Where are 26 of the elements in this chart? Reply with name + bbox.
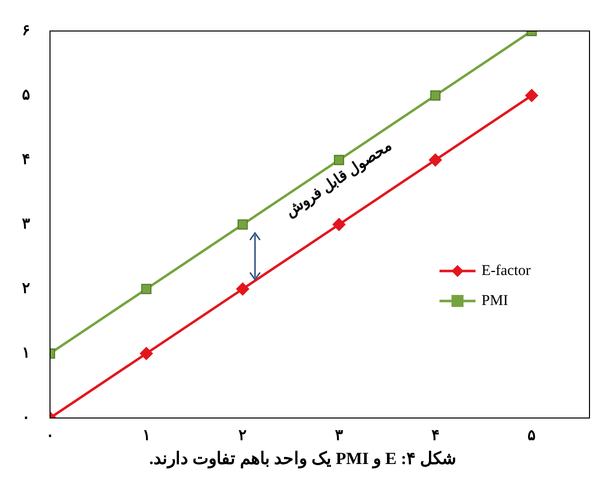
point: [141, 284, 152, 294]
point: [428, 154, 442, 166]
y-tick-label: ۱: [22, 345, 30, 362]
x-tick-label: ۱: [142, 428, 150, 444]
point: [140, 347, 153, 360]
legend-label: E-factor: [482, 262, 531, 279]
legend-label: PMI: [482, 292, 508, 309]
y-tick-label: ۴: [22, 152, 30, 168]
text: شکل ۴: E و PMI یک واحد باهم تفاوت دارند.: [148, 448, 457, 469]
point: [238, 219, 248, 230]
y-tick-label: ۰: [22, 410, 30, 426]
annotation: محصول قابل فروش: [282, 138, 396, 221]
y-tick-label: ۶: [22, 22, 30, 39]
x-tick-label: ۰: [46, 428, 54, 444]
point: [332, 218, 346, 231]
point: [430, 90, 440, 101]
x-tick-label: ۳: [335, 428, 344, 444]
y-tick-label: ۲: [22, 280, 30, 297]
point: [525, 89, 538, 102]
x-tick-label: ۵: [528, 428, 536, 444]
x-tick-label: ۴: [431, 428, 440, 444]
point: [334, 154, 344, 166]
point: [236, 282, 250, 296]
y-tick-label: ۵: [22, 87, 30, 104]
y-tick-label: ۳: [22, 216, 30, 232]
x-tick-label: ۲: [238, 428, 247, 444]
